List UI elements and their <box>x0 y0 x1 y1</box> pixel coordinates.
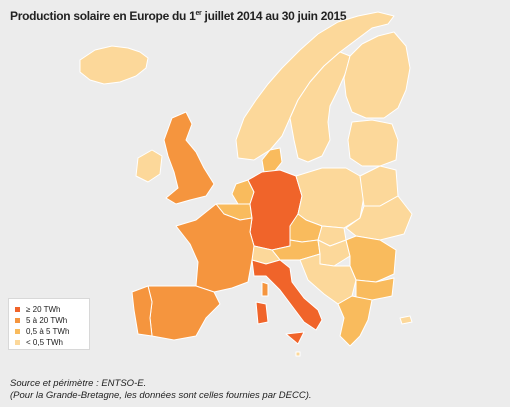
region-poland <box>295 167 365 229</box>
legend-label: ≥ 20 TWh <box>26 305 61 314</box>
legend-item: 0,5 à 5 TWh <box>15 326 89 337</box>
region-portugal <box>131 285 153 337</box>
region-france <box>175 203 255 293</box>
region-sardinia <box>255 301 269 325</box>
legend-swatch <box>15 340 20 345</box>
legend-label: 0,5 à 5 TWh <box>26 327 70 336</box>
region-greece <box>337 295 373 347</box>
legend-label: 5 à 20 TWh <box>26 316 68 325</box>
source-footnote: (Pour la Grande-Bretagne, les données so… <box>10 390 312 401</box>
region-cyprus <box>399 315 413 325</box>
source-line: Source et périmètre : ENTSO-E. <box>10 378 147 389</box>
region-italy <box>251 259 323 331</box>
region-romania <box>345 235 397 283</box>
region-spain <box>147 285 221 341</box>
region-malta <box>295 351 301 357</box>
region-baltics <box>347 119 399 167</box>
region-norway <box>235 11 395 161</box>
legend-swatch <box>15 329 20 334</box>
map-legend: ≥ 20 TWh 5 à 20 TWh 0,5 à 5 TWh < 0,5 TW… <box>8 298 90 350</box>
region-corsica <box>261 281 269 297</box>
legend-item: < 0,5 TWh <box>15 337 89 348</box>
region-sweden <box>289 51 351 163</box>
legend-item: 5 à 20 TWh <box>15 315 89 326</box>
legend-item: ≥ 20 TWh <box>15 304 89 315</box>
region-sicily <box>285 331 305 345</box>
region-finland <box>343 31 411 119</box>
region-ireland <box>135 149 163 183</box>
legend-label: < 0,5 TWh <box>26 338 63 347</box>
map-title: Production solaire en Europe du 1er juil… <box>10 9 347 23</box>
source-note: Source et périmètre : ENTSO-E. (Pour la … <box>10 378 312 402</box>
region-iceland <box>79 45 149 85</box>
legend-swatch <box>15 318 20 323</box>
legend-swatch <box>15 307 20 312</box>
region-ukraine <box>345 195 413 241</box>
region-great-britain <box>163 111 215 205</box>
